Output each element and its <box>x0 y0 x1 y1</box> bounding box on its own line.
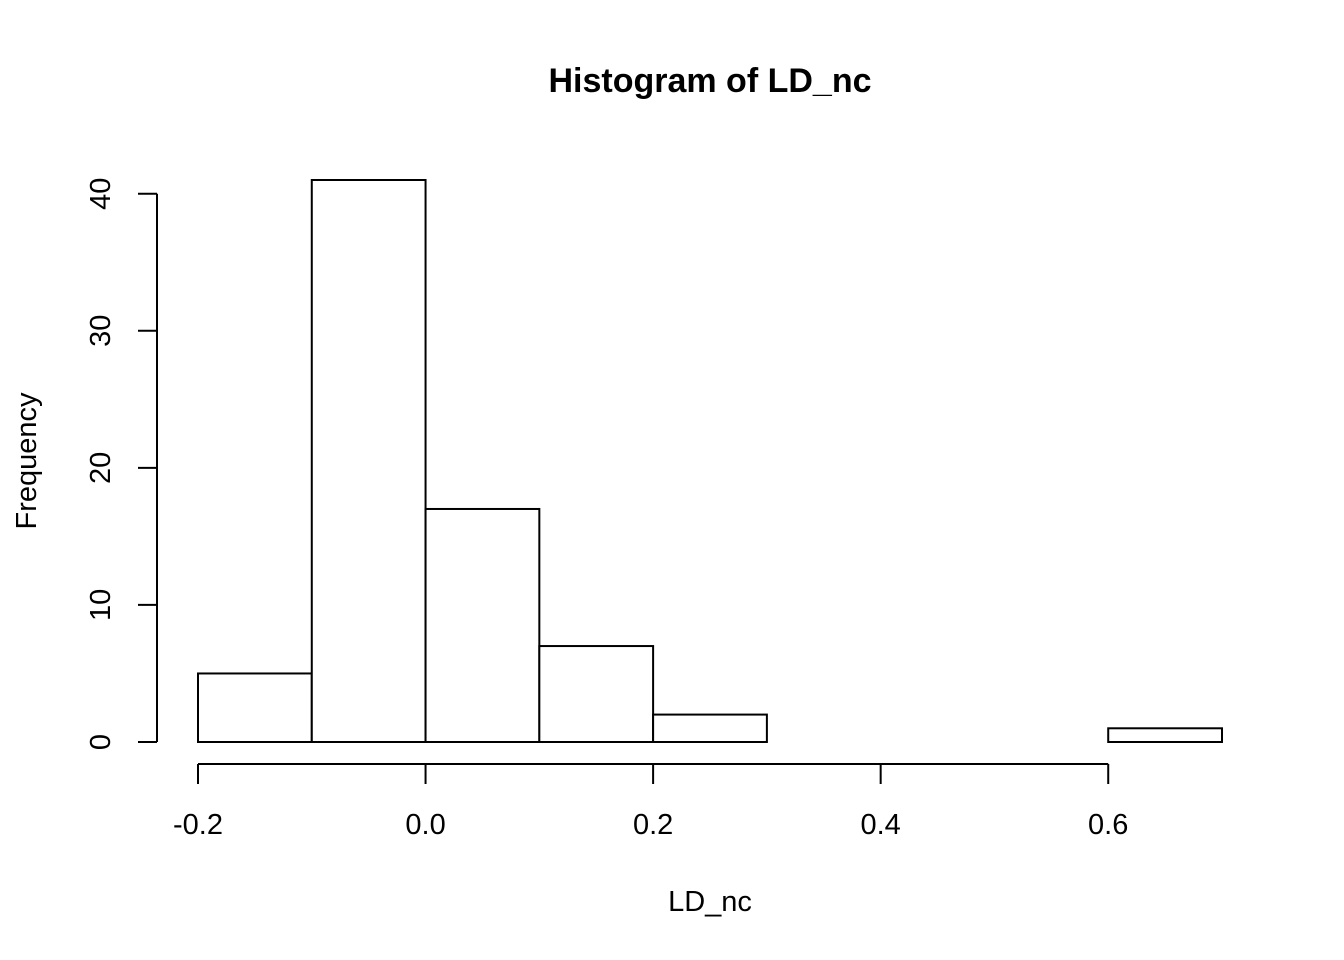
y-tick-label-5: 40 <box>85 178 117 210</box>
y-tick-label-4: 30 <box>85 315 117 347</box>
x-tick-label-5: 0.6 <box>1088 809 1128 841</box>
x-axis: -0.2 0.0 0.2 0.4 0.6 <box>173 763 1128 841</box>
histogram-bar-5 <box>652 713 768 744</box>
histogram-bar-3 <box>424 507 541 743</box>
y-tick-label-2: 10 <box>85 589 117 621</box>
x-tick-label-3: 0.2 <box>633 809 673 841</box>
y-tick-label-1: 0 <box>85 734 117 750</box>
histogram-bar-1 <box>197 672 313 744</box>
histogram-bar-4 <box>538 645 655 743</box>
bars-group <box>197 179 1223 744</box>
histogram-bar-9 <box>1107 727 1223 743</box>
x-axis-label: LD_nc <box>668 886 752 918</box>
y-tick-label-3: 20 <box>85 452 117 484</box>
x-tick-label-2: 0.0 <box>405 809 445 841</box>
chart-title: Histogram of LD_nc <box>548 62 871 100</box>
y-axis-label: Frequency <box>11 392 43 530</box>
y-axis: 0 10 20 30 40 <box>85 178 158 750</box>
histogram-bar-2 <box>310 179 427 743</box>
x-tick-label-4: 0.4 <box>861 809 901 841</box>
x-tick-label-1: -0.2 <box>173 809 223 841</box>
